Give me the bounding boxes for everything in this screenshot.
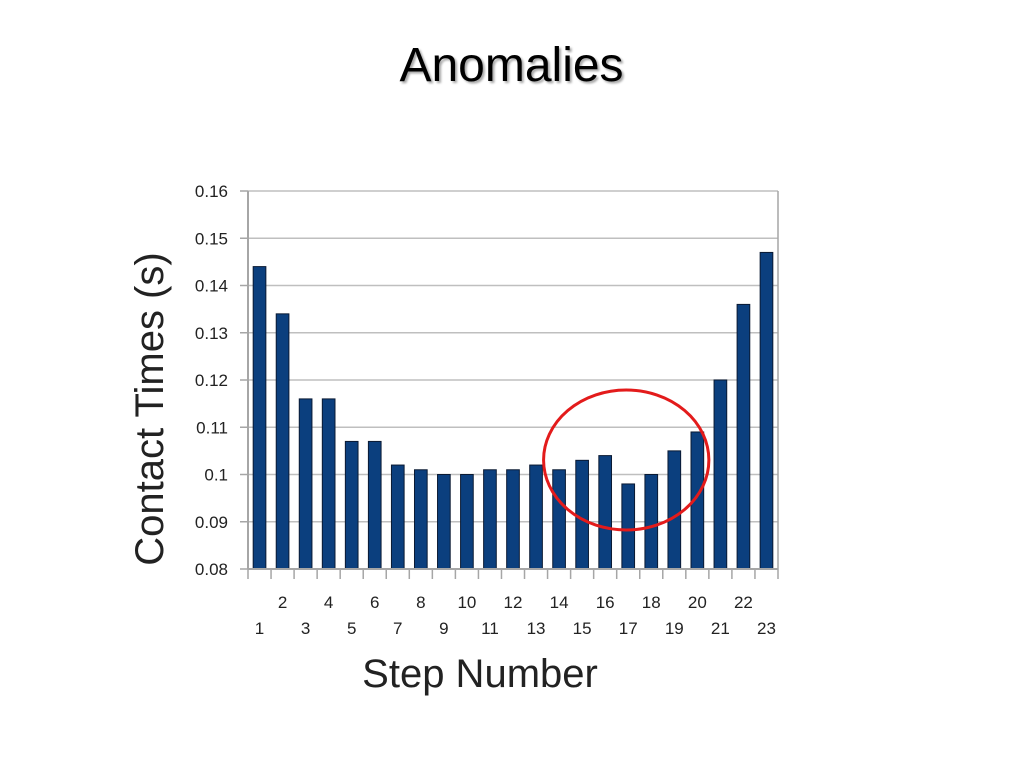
bar-step-23 (759, 251, 774, 570)
x-tick-label: 3 (301, 619, 310, 638)
x-tick-label: 18 (642, 593, 661, 612)
y-axis-title: Contact Times (s) (128, 252, 172, 565)
axes (247, 191, 779, 579)
x-tick-label: 15 (573, 619, 592, 638)
bar-step-10 (460, 474, 474, 570)
y-tick-label: 0.16 (195, 182, 228, 201)
x-tick-label: 2 (278, 593, 287, 612)
x-tick-label: 8 (416, 593, 425, 612)
bar-step-11 (483, 469, 497, 570)
bar-step-6 (367, 440, 382, 570)
bar-step-3 (298, 398, 313, 570)
bar-step-19 (667, 450, 682, 570)
x-tick-label: 6 (370, 593, 379, 612)
bar-step-17 (621, 483, 636, 570)
x-tick-label: 17 (619, 619, 638, 638)
y-tick-label: 0.11 (196, 418, 228, 437)
x-tick-label: 23 (757, 619, 776, 638)
y-tick-label: 0.13 (195, 324, 228, 343)
x-tick-label: 16 (596, 593, 615, 612)
y-tick-label: 0.08 (195, 560, 228, 579)
x-tick-label: 22 (734, 593, 753, 612)
y-tick-label: 0.14 (195, 277, 228, 296)
x-tick-label: 19 (665, 619, 684, 638)
bar-step-15 (575, 459, 589, 570)
y-tick-labels: 0.08 0.09 0.1 0.11 0.12 0.13 0.14 0.15 0.16 (195, 182, 228, 579)
y-tick-label: 0.1 (204, 466, 228, 485)
x-tick-label: 11 (481, 619, 499, 638)
y-tick-label: 0.12 (195, 371, 228, 390)
x-tick-label: 5 (347, 619, 356, 638)
x-tick-label: 12 (504, 593, 523, 612)
x-tick-label: 21 (711, 619, 730, 638)
y-tick-label: 0.15 (195, 229, 228, 248)
x-tick-label: 14 (550, 593, 569, 612)
bar-step-18 (644, 474, 659, 570)
bar-step-14 (552, 469, 566, 570)
anomaly-highlight (542, 388, 711, 532)
bar-step-13 (529, 464, 543, 570)
y-tick-label: 0.09 (195, 513, 228, 532)
x-tick-label: 7 (393, 619, 402, 638)
slide-title: Anomalies (399, 39, 624, 92)
x-tick-label: 4 (324, 593, 333, 612)
x-tick-label: 1 (255, 619, 264, 638)
x-axis-title: Step Number (362, 652, 598, 696)
bar-step-5 (344, 440, 359, 570)
bar-step-1 (252, 266, 267, 570)
bar-step-22 (736, 303, 751, 570)
x-tick-label: 9 (439, 619, 448, 638)
x-tick-label: 20 (688, 593, 707, 612)
anomaly-ellipse (542, 388, 711, 532)
bar-step-2 (275, 313, 290, 570)
bar-step-21 (713, 379, 728, 570)
bar-step-9 (437, 474, 451, 570)
bar-step-16 (598, 455, 613, 570)
bar-step-7 (390, 464, 405, 570)
x-tick-label: 13 (527, 619, 546, 638)
bars (252, 251, 774, 570)
bar-step-8 (413, 469, 428, 570)
bar-step-4 (321, 398, 336, 570)
bar-step-12 (506, 469, 520, 570)
x-tick-label: 10 (457, 593, 476, 612)
